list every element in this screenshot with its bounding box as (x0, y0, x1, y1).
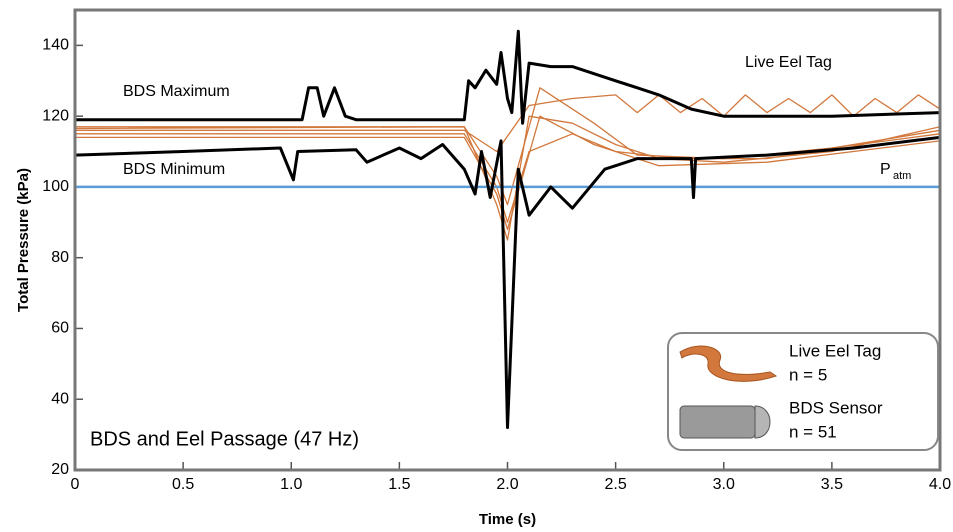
series-label: BDS Minimum (123, 161, 225, 178)
x-tick-label: 1.5 (388, 476, 410, 493)
series-line (75, 29, 941, 125)
legend-count: n = 5 (789, 365, 827, 384)
patm-sub: atm (893, 170, 911, 182)
x-tick-label: 2.0 (496, 476, 518, 493)
x-axis-title: Time (s) (479, 511, 536, 528)
y-tick-label: 140 (42, 37, 69, 54)
x-tick-label: 0.5 (172, 476, 194, 493)
series-line (74, 135, 941, 429)
patm-label: P (880, 161, 891, 178)
legend-label: BDS Sensor (789, 398, 883, 417)
x-tick-label: 0 (71, 476, 80, 493)
y-tick-label: 120 (42, 107, 69, 124)
y-tick-label: 40 (51, 390, 69, 407)
y-tick-label: 100 (42, 178, 69, 195)
y-tick-label: 20 (51, 461, 69, 478)
legend-count: n = 51 (789, 422, 837, 441)
sensor-icon (679, 405, 756, 439)
x-tick-label: 4.0 (929, 476, 951, 493)
sensor-icon-cap (754, 405, 771, 439)
series-label: BDS Maximum (123, 83, 230, 100)
x-tick-label: 1.0 (280, 476, 302, 493)
eel-icon (679, 345, 778, 382)
legend-label: Live Eel Tag (789, 341, 881, 360)
plot-frame (73, 8, 942, 472)
y-tick-label: 60 (51, 320, 69, 337)
y-tick-label: 80 (51, 249, 69, 266)
annotation: Live Eel Tag (745, 54, 832, 71)
x-tick-label: 2.5 (605, 476, 627, 493)
y-axis-title: Total Pressure (kPa) (15, 168, 32, 312)
x-tick-label: 3.5 (821, 476, 843, 493)
panel-title: BDS and Eel Passage (47 Hz) (90, 428, 359, 450)
x-tick-label: 3.0 (713, 476, 735, 493)
